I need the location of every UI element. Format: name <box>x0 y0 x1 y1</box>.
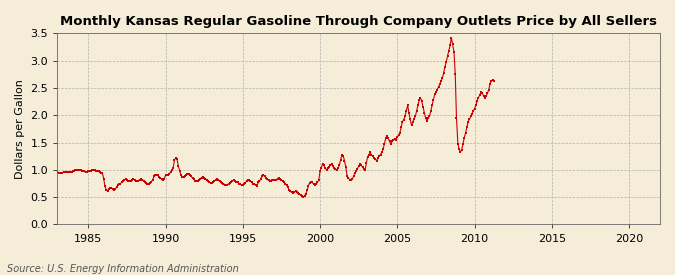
Y-axis label: Dollars per Gallon: Dollars per Gallon <box>15 79 25 179</box>
Text: Source: U.S. Energy Information Administration: Source: U.S. Energy Information Administ… <box>7 264 238 274</box>
Title: Monthly Kansas Regular Gasoline Through Company Outlets Price by All Sellers: Monthly Kansas Regular Gasoline Through … <box>60 15 657 28</box>
